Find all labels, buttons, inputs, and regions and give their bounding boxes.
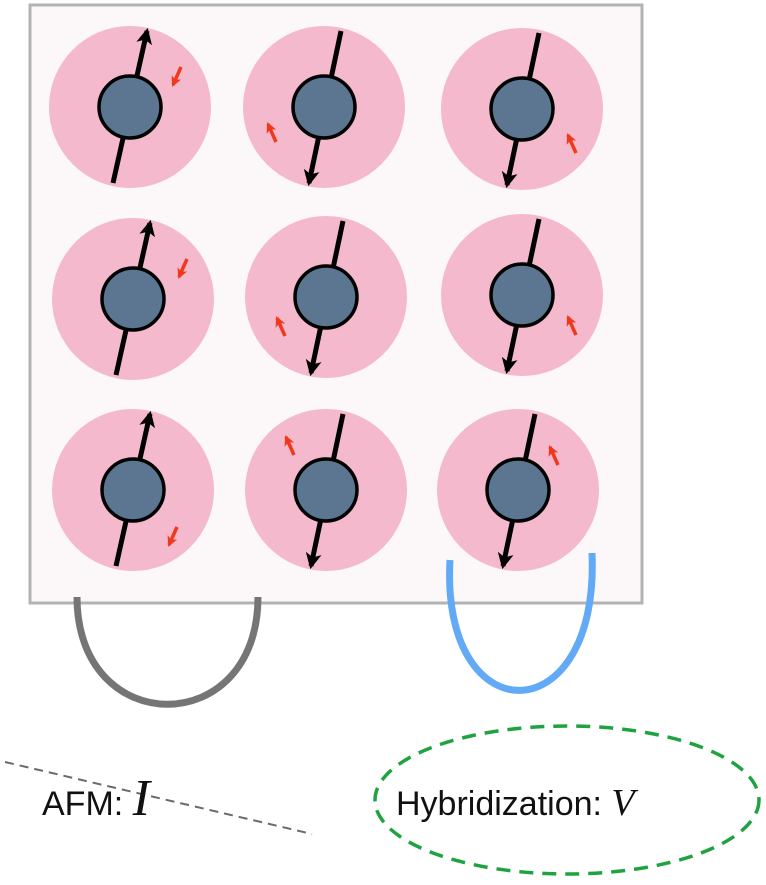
- lattice-site: [437, 409, 599, 571]
- hybridization-ellipse: [373, 724, 761, 876]
- afm-label-text: AFM:: [42, 785, 133, 823]
- hybridization-symbol: V: [611, 782, 638, 824]
- lattice-site: [49, 26, 211, 188]
- lattice-site: [52, 218, 214, 380]
- conduction-electron-arrow-icon: [177, 258, 189, 279]
- conduction-electron-arrow-icon: [284, 435, 296, 456]
- lattice-site: [441, 28, 603, 190]
- hybridization-link-arc: [446, 552, 596, 694]
- afm-label: AFM: I: [42, 770, 153, 827]
- conduction-electron-arrow-icon: [171, 66, 183, 87]
- ion-core-icon: [291, 74, 357, 140]
- conduction-electron-arrow-icon: [566, 133, 578, 154]
- ion-core-icon: [100, 457, 166, 523]
- ion-core-icon: [489, 76, 555, 142]
- lattice-site: [245, 216, 407, 378]
- afm-coupling-symbol: I: [132, 770, 153, 827]
- lattice-site: [52, 409, 214, 571]
- conduction-electron-arrow-icon: [167, 526, 179, 547]
- ion-core-icon: [293, 264, 359, 330]
- afm-link-arc: [73, 596, 262, 708]
- lattice-site: [243, 26, 405, 188]
- ion-core-icon: [97, 74, 163, 140]
- conduction-electron-arrow-icon: [266, 122, 278, 143]
- hybridization-label: Hybridization: V: [396, 782, 638, 824]
- ion-core-icon: [485, 457, 551, 523]
- lattice-sites: [49, 26, 603, 571]
- ion-core-icon: [489, 262, 555, 328]
- ion-core-icon: [100, 266, 166, 332]
- conduction-electron-arrow-icon: [548, 445, 560, 466]
- lattice-site: [441, 214, 603, 376]
- conduction-electron-arrow-icon: [275, 316, 287, 337]
- hybridization-label-text: Hybridization:: [396, 785, 611, 823]
- lattice-site: [245, 409, 407, 571]
- ion-core-icon: [293, 457, 359, 523]
- conduction-electron-arrow-icon: [566, 315, 578, 336]
- afm-pointer-line: [4, 761, 313, 835]
